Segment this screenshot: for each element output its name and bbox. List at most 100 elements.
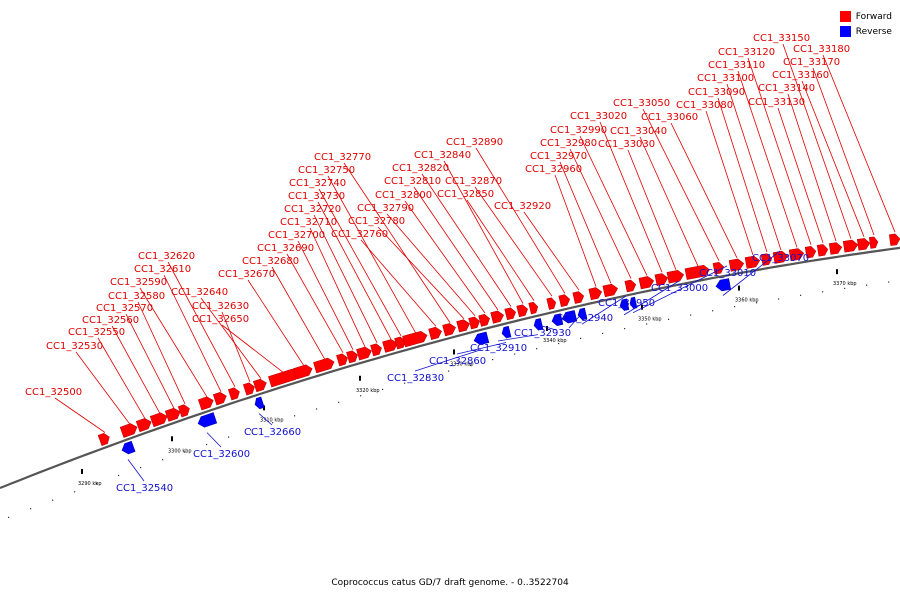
gene-leader-line [801,80,865,237]
scale-dot [338,401,340,403]
tick-mark [836,269,838,275]
gene-leader-line [523,211,580,291]
forward-gene [602,283,619,298]
gene-leader-line [639,136,699,267]
gene-leader-line [75,351,131,425]
tick-mark [546,325,548,331]
tick-label: 3300 kbp [168,448,192,454]
forward-gene-label: CC1_32560 [82,315,139,326]
reverse-gene [533,318,544,331]
forward-gene-label: CC1_32970 [530,151,587,162]
forward-gene-label: CC1_32710 [280,217,337,228]
forward-gene-label: CC1_33110 [708,60,765,71]
forward-gene-label: CC1_33020 [570,111,627,122]
legend-forward-label: Forward [855,11,892,22]
scale-dot [426,376,428,378]
tick-label: 3330 kbp [450,361,474,367]
gene-leader-line [139,287,208,398]
scale-dot [822,291,824,293]
forward-gene [856,238,871,251]
scale-dot [272,422,274,424]
scale-dot [470,364,472,366]
forward-gene-label: CC1_32850 [437,189,494,200]
reverse-gene [561,310,578,324]
reverse-gene-label: CC1_32540 [116,483,173,494]
gene-leader-line [317,201,392,340]
forward-gene [394,336,406,350]
legend-reverse-label: Reverse [855,26,892,37]
tick-mark [738,285,740,291]
forward-gene [666,269,685,284]
gene-leader-line [271,266,326,360]
forward-gene-label: CC1_32670 [218,269,275,280]
scale-dot [140,466,142,469]
forward-gene [119,423,138,438]
gene-leader-line [632,265,728,314]
scale-dot [250,429,252,431]
forward-gene [382,339,398,353]
gene-leader-line [167,261,236,387]
scale-dot [646,323,648,325]
forward-gene [744,255,761,269]
gene-leader-line [327,175,417,334]
forward-gene-label: CC1_33170 [783,57,840,68]
forward-gene-label: CC1_33080 [676,100,733,111]
gene-leader-line [812,67,875,236]
gene-leader-line [386,213,476,316]
tick-label: 3290 kbp [78,481,102,487]
forward-gene-label: CC1_32790 [357,203,414,214]
gene-leader-line [413,186,499,311]
reverse-gene [121,440,136,455]
scale-dot [74,491,76,493]
forward-gene [788,248,805,262]
gene-leader-line [466,199,535,301]
gene-leader-line [360,239,437,327]
gene-leader-line [822,54,896,233]
forward-gene [428,326,442,341]
forward-gene-label: CC1_33100 [697,73,754,84]
gene-leader-line [127,459,145,482]
forward-gene [442,323,456,337]
forward-gene [728,258,745,272]
forward-gene-label: CC1_32990 [550,125,607,136]
gene-leader-line [206,432,222,448]
forward-gene-label: CC1_33160 [772,70,829,81]
gene-leader-line [343,162,451,323]
gene-leader-line [726,83,782,251]
scale-dot [8,516,10,518]
scale-dot [30,508,32,510]
genome-backbone [0,246,900,490]
scale-dot [162,459,164,461]
scale-dot [404,382,406,384]
genome-caption: Coprococcus catus GD/7 draft genome. - 0… [331,578,569,588]
scale-dot [844,287,846,289]
gene-leader-line [579,135,648,276]
gene-leader-line [221,311,251,383]
scale-dot [184,451,186,453]
scale-dot [558,342,560,345]
forward-gene-label: CC1_32820 [392,163,449,174]
tick-label: 3340 kbp [543,338,567,344]
reverse-gene-label: CC1_32910 [470,343,527,354]
forward-gene [816,244,829,257]
forward-gene [624,279,637,293]
forward-gene [242,382,255,396]
forward-gene [336,353,348,367]
forward-gene-label: CC1_32890 [446,137,503,148]
scale-dot [514,353,516,355]
scale-dot [602,332,604,334]
forward-gene [197,396,214,411]
forward-gene [546,297,557,310]
tick-label: 3320 kbp [356,388,380,394]
forward-gene [772,250,789,264]
scale-dot [734,306,736,308]
scale-dot [778,298,780,300]
forward-gene [828,242,843,255]
scale-dot [52,499,54,501]
forward-gene [588,287,603,301]
forward-gene [402,330,428,348]
forward-gene-label: CC1_32570 [96,303,153,314]
gene-leader-line [221,324,286,375]
scale-dot [668,318,670,320]
scale-dot [294,415,296,417]
